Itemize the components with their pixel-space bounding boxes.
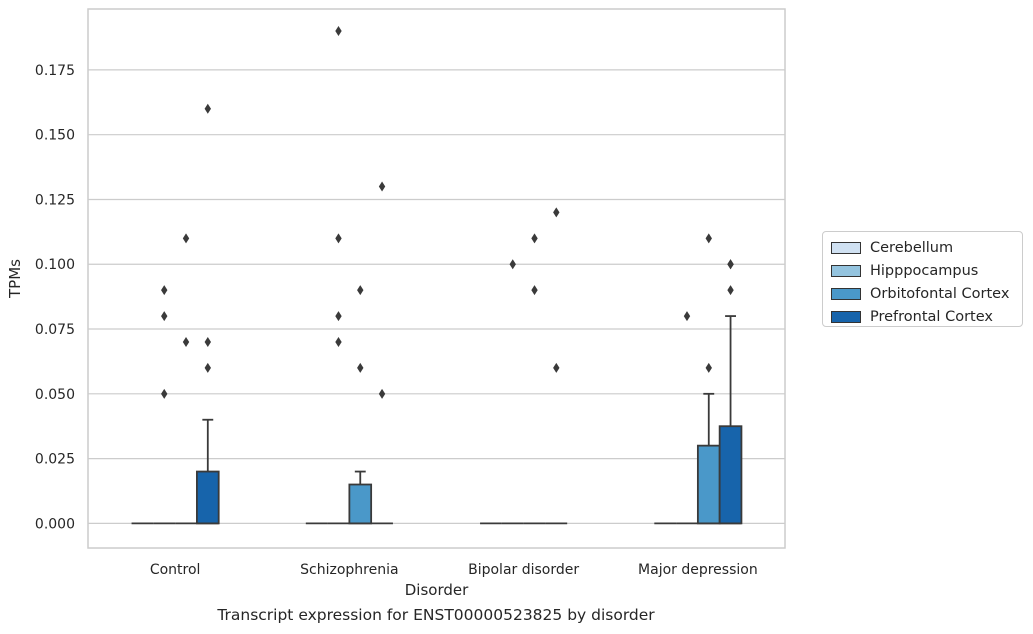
outlier-marker [204,362,211,373]
grid-lines [88,69,785,524]
y-tick-label: 0.050 [35,387,75,403]
y-tick-label: 0.150 [35,128,75,144]
outlier-marker [357,285,364,296]
outlier-marker [182,233,190,244]
outlier-marker [378,181,386,192]
box-hipppocampus [501,259,524,525]
chart-title: Transcript expression for ENST0000052382… [217,606,655,624]
box-body [718,425,743,525]
y-axis-title: TPMs [6,259,24,299]
outlier-marker [705,233,712,244]
outlier-marker [335,311,342,322]
legend-label: Prefrontal Cortex [870,308,993,325]
x-tick-label: Schizophrenia [300,562,398,578]
outlier-marker [553,207,560,218]
outlier-marker [335,26,342,37]
y-tick-label: 0.100 [35,257,75,273]
outlier-marker [204,336,211,347]
legend-item: Hipppocampus [831,259,1022,282]
y-tick-label: 0.025 [35,452,75,468]
outlier-marker [509,259,516,270]
outlier-marker [335,336,342,347]
y-axis-ticks: 0.000 0.025 0.050 0.075 0.100 0.125 0.150 0.175 [35,63,75,532]
outlier-marker [161,311,168,322]
legend-swatch [831,241,861,254]
box-body [348,483,373,525]
y-tick-label: 0.075 [35,322,75,338]
legend-item: Cerebellum [831,236,1022,259]
outlier-marker [378,388,386,399]
box-hipppocampus [327,26,350,525]
legend-item: Prefrontal Cortex [831,305,1022,328]
legend-label: Hipppocampus [870,262,979,279]
box-orbitofontal-cortex [696,233,721,525]
outlier-marker [683,311,691,322]
box-prefrontal-cortex [718,259,743,525]
legend: Cerebellum Hipppocampus Orbitofontal Corte… [822,231,1023,327]
box-prefrontal-cortex [545,207,568,525]
legend-item: Orbitofontal Cortex [831,282,1022,305]
plot-frame [87,8,786,549]
box-orbitofontal-cortex [175,233,197,525]
x-tick-label: Bipolar disorder [468,562,579,578]
box-plot-series [131,26,743,525]
outlier-marker [335,233,342,244]
outlier-marker [204,103,211,114]
outlier-marker [531,233,538,244]
outlier-marker [531,285,538,296]
outlier-marker [553,362,560,373]
legend-label: Cerebellum [870,239,954,256]
outlier-marker [705,362,712,373]
x-axis-title: Disorder [405,581,469,599]
outlier-marker [161,285,168,296]
x-tick-label: Major depression [638,562,758,578]
outlier-marker [727,285,734,296]
outlier-marker [357,362,364,373]
y-tick-label: 0.175 [35,63,75,79]
box-prefrontal-cortex [196,103,220,525]
box-orbitofontal-cortex [348,285,373,525]
outlier-marker [161,388,168,399]
legend-swatch [831,310,861,323]
box-orbitofontal-cortex [523,233,546,525]
y-tick-label: 0.125 [35,192,75,208]
box-body [196,470,220,525]
box-hipppocampus [676,311,698,525]
outlier-marker [727,259,734,270]
y-tick-label: 0.000 [35,516,75,532]
legend-swatch [831,287,861,300]
legend-label: Orbitofontal Cortex [870,285,1010,302]
box-prefrontal-cortex [371,181,393,525]
legend-swatch [831,264,861,277]
outlier-marker [182,336,190,347]
x-axis-ticks: Control Schizophrenia Bipolar disorder Majo… [150,562,758,578]
x-tick-label: Control [150,562,201,578]
box-hipppocampus [153,285,176,525]
box-body [696,444,721,525]
